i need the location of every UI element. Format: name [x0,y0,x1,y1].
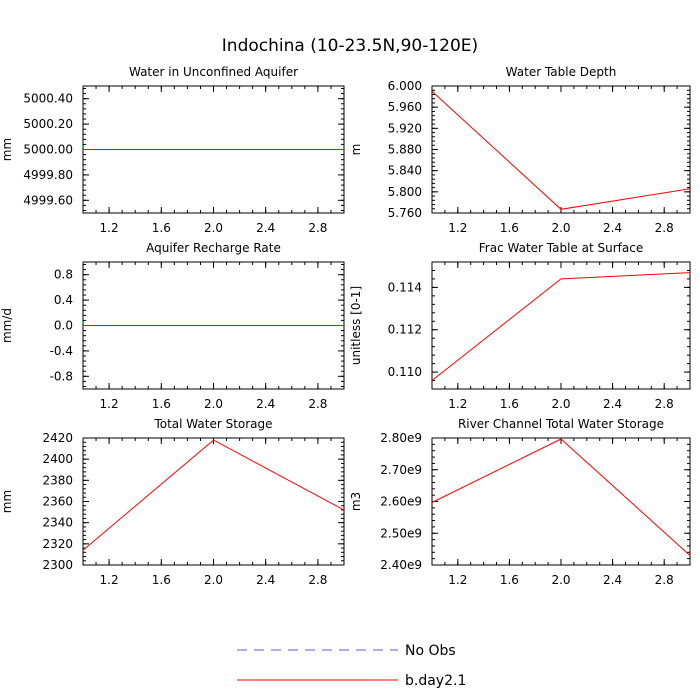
y-tick-label: 2340 [42,516,73,530]
y-tick-label: 2.40e9 [380,558,422,572]
panel-5: Total Water Storage mm 1.2 1.6 2.0 2.4 2.8 2300… [0,417,345,587]
x-tick-label: 2.4 [603,221,622,235]
x-tick-label: 2.8 [308,397,327,411]
y-tick-label: 2.60e9 [380,495,422,509]
y-tick-label: 0.114 [388,280,422,294]
legend-label-no-obs: No Obs [405,643,456,659]
y-tick-label: 2400 [42,452,73,466]
series-line-b-day2-1 [431,272,691,381]
y-axis-label: unitless [0-1] [349,286,363,365]
y-tick-label: 5000.20 [23,117,73,131]
y-tick-label: -0.8 [50,369,73,383]
panel-frame [431,437,691,566]
x-tick-label: 2.8 [655,221,674,235]
x-tick-label: 1.6 [500,573,519,587]
panel-title: River Channel Total Water Storage [458,417,664,431]
x-tick-label: 2.4 [256,397,275,411]
x-tick-label: 2.0 [204,221,223,235]
y-tick-label: 5.960 [388,100,422,114]
panel-1: Water in Unconfined Aquifer mm 1.2 1.6 2.0 2.… [0,65,345,235]
legend: No Obs b.day2.1 [237,643,466,689]
y-tick-label: 0.8 [54,268,73,282]
y-tick-label: 5.880 [388,143,422,157]
panels-group: Water in Unconfined Aquifer mm 1.2 1.6 2.0 2.… [0,65,691,587]
x-tick-label: 2.8 [308,221,327,235]
panel-title: Frac Water Table at Surface [479,241,643,255]
x-tick-label: 1.2 [100,221,119,235]
series-line-b-day2-1 [82,439,345,551]
x-tick-label: 2.0 [551,221,570,235]
y-tick-label: 6.000 [388,79,422,93]
x-tick-label: 2.4 [603,397,622,411]
x-tick-label: 1.6 [152,221,171,235]
y-tick-label: 2.80e9 [380,431,422,445]
y-tick-label: 0.112 [388,323,422,337]
x-tick-label: 1.2 [448,573,467,587]
y-tick-label: 2320 [42,537,73,551]
x-tick-label: 2.8 [655,573,674,587]
x-tick-label: 2.8 [655,397,674,411]
y-tick-label: 2360 [42,495,73,509]
legend-label-b-day2-1: b.day2.1 [405,673,466,689]
y-tick-label: 0.4 [54,293,73,307]
x-tick-label: 2.8 [308,573,327,587]
x-tick-label: 1.2 [448,221,467,235]
y-axis-label: m3 [349,492,363,511]
x-tick-label: 2.0 [551,573,570,587]
y-tick-label: 5.800 [388,185,422,199]
y-axis-label: mm [0,138,14,161]
x-tick-label: 2.0 [204,573,223,587]
y-axis-label: mm [0,490,14,513]
panel-2: Water Table Depth m 1.2 1.6 2.0 2.4 2.8 5.760 5.… [349,65,691,235]
y-tick-label: 5000.00 [23,143,73,157]
x-tick-label: 2.4 [256,573,275,587]
y-axis-label: m [349,144,363,156]
x-tick-label: 1.2 [100,573,119,587]
series-line-b-day2-1 [431,438,691,556]
series-line-b-day2-1 [431,90,691,210]
panel-3: Aquifer Recharge Rate mm/d 1.2 1.6 2.0 2.4 2.8… [0,241,345,411]
panel-6: River Channel Total Water Storage m3 1.2 1.… [349,417,691,587]
x-tick-label: 2.0 [204,397,223,411]
y-tick-label: 4999.60 [23,193,73,207]
x-tick-label: 2.0 [551,397,570,411]
panel-title: Total Water Storage [153,417,272,431]
panel-frame [82,437,345,566]
x-tick-label: 2.4 [256,221,275,235]
panel-frame [431,85,691,214]
y-axis-label: mm/d [0,308,14,343]
x-tick-label: 1.6 [152,573,171,587]
x-tick-label: 2.4 [603,573,622,587]
y-tick-label: 0.110 [388,365,422,379]
y-tick-label: 5.920 [388,121,422,135]
panel-title: Water Table Depth [506,65,617,79]
y-tick-label: 2300 [42,558,73,572]
x-tick-label: 1.6 [500,221,519,235]
panel-title: Aquifer Recharge Rate [146,241,281,255]
panel-frame [431,261,691,390]
x-tick-label: 1.6 [152,397,171,411]
y-tick-label: 0.0 [54,319,73,333]
x-tick-label: 1.6 [500,397,519,411]
y-tick-label: 5.760 [388,206,422,220]
y-tick-label: -0.4 [50,344,73,358]
y-tick-label: 4999.80 [23,168,73,182]
figure-title: Indochina (10-23.5N,90-120E) [222,36,478,56]
x-tick-label: 1.2 [448,397,467,411]
y-tick-label: 2380 [42,473,73,487]
y-tick-label: 2.70e9 [380,463,422,477]
y-tick-label: 5000.40 [23,92,73,106]
panel-4: Frac Water Table at Surface unitless [0-1… [349,241,691,411]
x-tick-label: 1.2 [100,397,119,411]
y-tick-label: 2420 [42,431,73,445]
y-tick-label: 2.50e9 [380,526,422,540]
panel-title: Water in Unconfined Aquifer [129,65,298,79]
y-tick-label: 5.840 [388,164,422,178]
